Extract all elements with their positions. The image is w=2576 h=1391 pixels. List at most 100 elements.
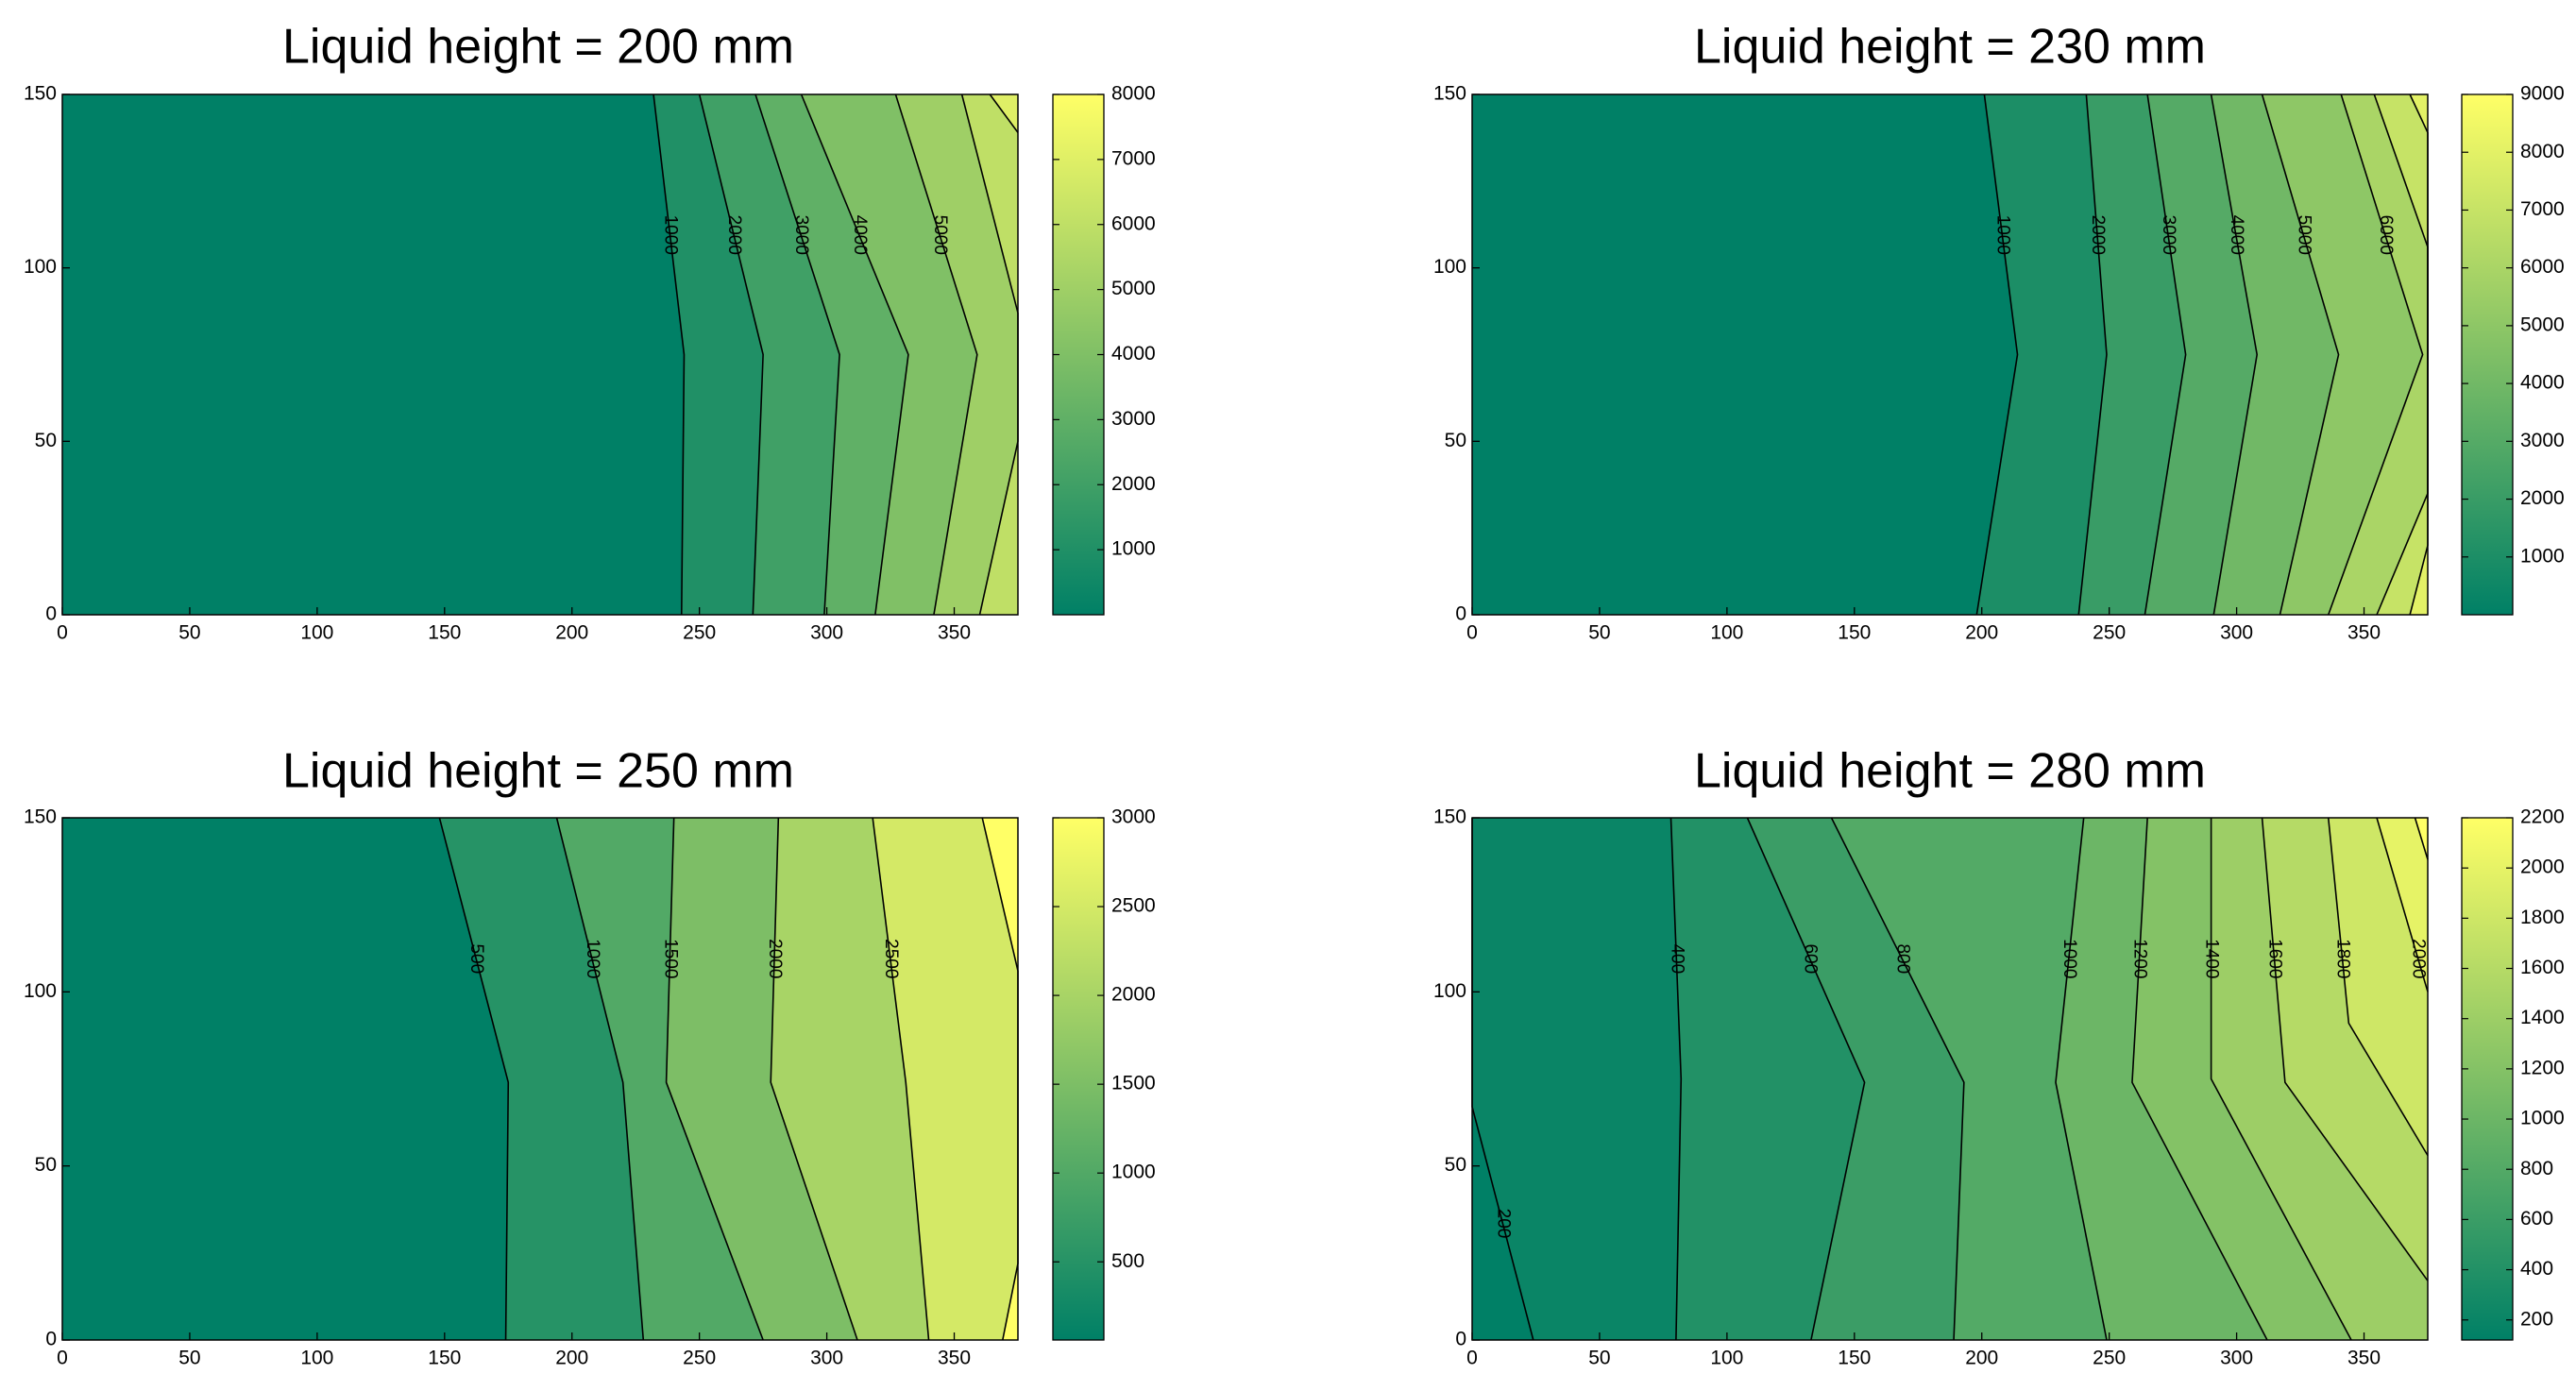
- plot-frame: [61, 93, 1019, 616]
- x-tick-label: 50: [1588, 622, 1610, 644]
- contour-line: [438, 817, 510, 1341]
- contour-band: [2328, 94, 2428, 615]
- panel-title: Liquid height = 280 mm: [1694, 744, 2206, 799]
- y-tick-label: 150: [24, 83, 57, 105]
- colorbar-tick-label: 3000: [1111, 408, 1156, 430]
- contour-label: 1500: [660, 939, 680, 978]
- y-tick-label: 150: [1433, 83, 1466, 105]
- y-tick-label: 0: [45, 1329, 57, 1350]
- x-tick-label: 350: [938, 1348, 971, 1369]
- y-tick-label: 100: [24, 980, 57, 1002]
- colorbar-tick-label: 1400: [2520, 1007, 2565, 1028]
- colorbar-tick-label: 1000: [1111, 538, 1156, 560]
- contour-label: 1000: [2059, 939, 2079, 978]
- x-tick-label: 300: [810, 1348, 843, 1369]
- contour-band: [2377, 818, 2428, 1340]
- contour-line: [800, 93, 909, 616]
- contour-label: 4000: [850, 215, 870, 255]
- panel-title: Liquid height = 200 mm: [282, 20, 794, 75]
- contour-label: 1200: [2130, 939, 2150, 978]
- contour-line: [1830, 817, 1965, 1341]
- contour-label: 1000: [1992, 215, 2012, 255]
- x-tick-label: 250: [683, 622, 716, 644]
- x-tick-label: 350: [2347, 622, 2381, 644]
- y-tick-label: 100: [24, 256, 57, 278]
- colorbar-tick-label: 1800: [2520, 907, 2565, 928]
- contour-line: [989, 93, 1019, 133]
- contour-label: 3000: [791, 215, 811, 255]
- y-tick-label: 50: [35, 430, 57, 451]
- colorbar-tick-label: 2000: [2520, 487, 2565, 509]
- colorbar-tick-label: 6000: [1111, 212, 1156, 234]
- contour-label: 2000: [765, 939, 785, 978]
- x-tick-label: 0: [1466, 622, 1478, 644]
- y-tick-label: 150: [1433, 806, 1466, 828]
- x-tick-label: 200: [555, 1348, 588, 1369]
- colorbar-tick-label: 3000: [2520, 430, 2565, 451]
- contour-label: 1000: [661, 215, 681, 255]
- contour-label: 5000: [2294, 215, 2313, 255]
- x-tick-label: 200: [1965, 622, 1998, 644]
- contour-line: [770, 817, 858, 1341]
- colorbar: [1052, 817, 1105, 1341]
- colorbar-tick-label: 1500: [1111, 1073, 1156, 1094]
- contour-line: [754, 93, 840, 616]
- y-tick-label: 0: [1455, 1329, 1466, 1350]
- colorbar-tick-label: 500: [1111, 1250, 1144, 1272]
- y-tick-label: 0: [1455, 603, 1466, 625]
- contour-label: 2000: [724, 215, 744, 255]
- x-tick-label: 100: [1710, 622, 1743, 644]
- x-tick-label: 150: [1838, 1348, 1871, 1369]
- contour-line: [2144, 93, 2187, 616]
- colorbar-tick-label: 1600: [2520, 957, 2565, 978]
- contour-band: [2374, 94, 2428, 615]
- colorbar-tick-label: 5000: [2520, 314, 2565, 335]
- contour-line: [1746, 817, 1866, 1341]
- contour-line: [2210, 818, 2352, 1341]
- contour-line: [555, 817, 645, 1341]
- colorbar-tick-label: 8000: [1111, 83, 1156, 105]
- x-tick-label: 150: [1838, 622, 1871, 644]
- contour-line: [2376, 817, 2429, 992]
- contour-label: 1000: [583, 939, 602, 978]
- panel-title: Liquid height = 230 mm: [1694, 20, 2206, 75]
- contour-label: 3000: [2159, 215, 2178, 255]
- contour-label: 1600: [2265, 939, 2285, 978]
- y-tick-label: 100: [1433, 980, 1466, 1002]
- colorbar-tick-label: 800: [2520, 1158, 2553, 1179]
- x-tick-label: 100: [300, 1348, 333, 1369]
- contour-line: [1975, 93, 2019, 616]
- contour-line: [698, 93, 764, 616]
- plot-frame: [1471, 93, 2429, 616]
- plot-frame: [61, 817, 1019, 1341]
- contour-line: [2261, 93, 2340, 616]
- colorbar-tick-label: 2000: [1111, 984, 1156, 1006]
- contour-band: [982, 818, 1018, 1340]
- contour-band: [895, 94, 1018, 615]
- contour-line: [894, 93, 978, 616]
- x-tick-label: 100: [1710, 1348, 1743, 1369]
- plot-frame: [1471, 817, 2429, 1341]
- x-tick-label: 0: [1466, 1348, 1478, 1369]
- y-tick-label: 100: [1433, 256, 1466, 278]
- contour-label: 2000: [2409, 939, 2429, 978]
- contour-line: [2131, 817, 2268, 1341]
- x-tick-label: 250: [2093, 1348, 2126, 1369]
- colorbar-tick-label: 1000: [1111, 1162, 1156, 1183]
- x-tick-label: 50: [1588, 1348, 1610, 1369]
- colorbar-tick-label: 1200: [2520, 1057, 2565, 1078]
- colorbar-tick-label: 2500: [1111, 895, 1156, 917]
- contour-line: [665, 817, 764, 1341]
- colorbar: [1052, 93, 1105, 616]
- contour-label: 2500: [881, 939, 901, 978]
- contour-label: 800: [1892, 943, 1912, 974]
- colorbar-tick-label: 3000: [1111, 806, 1156, 828]
- contour-line: [2261, 817, 2429, 1281]
- contour-label: 5000: [930, 215, 950, 255]
- contour-label: 600: [1801, 943, 1821, 974]
- y-tick-label: 50: [1445, 1154, 1466, 1176]
- x-tick-label: 50: [178, 1348, 200, 1369]
